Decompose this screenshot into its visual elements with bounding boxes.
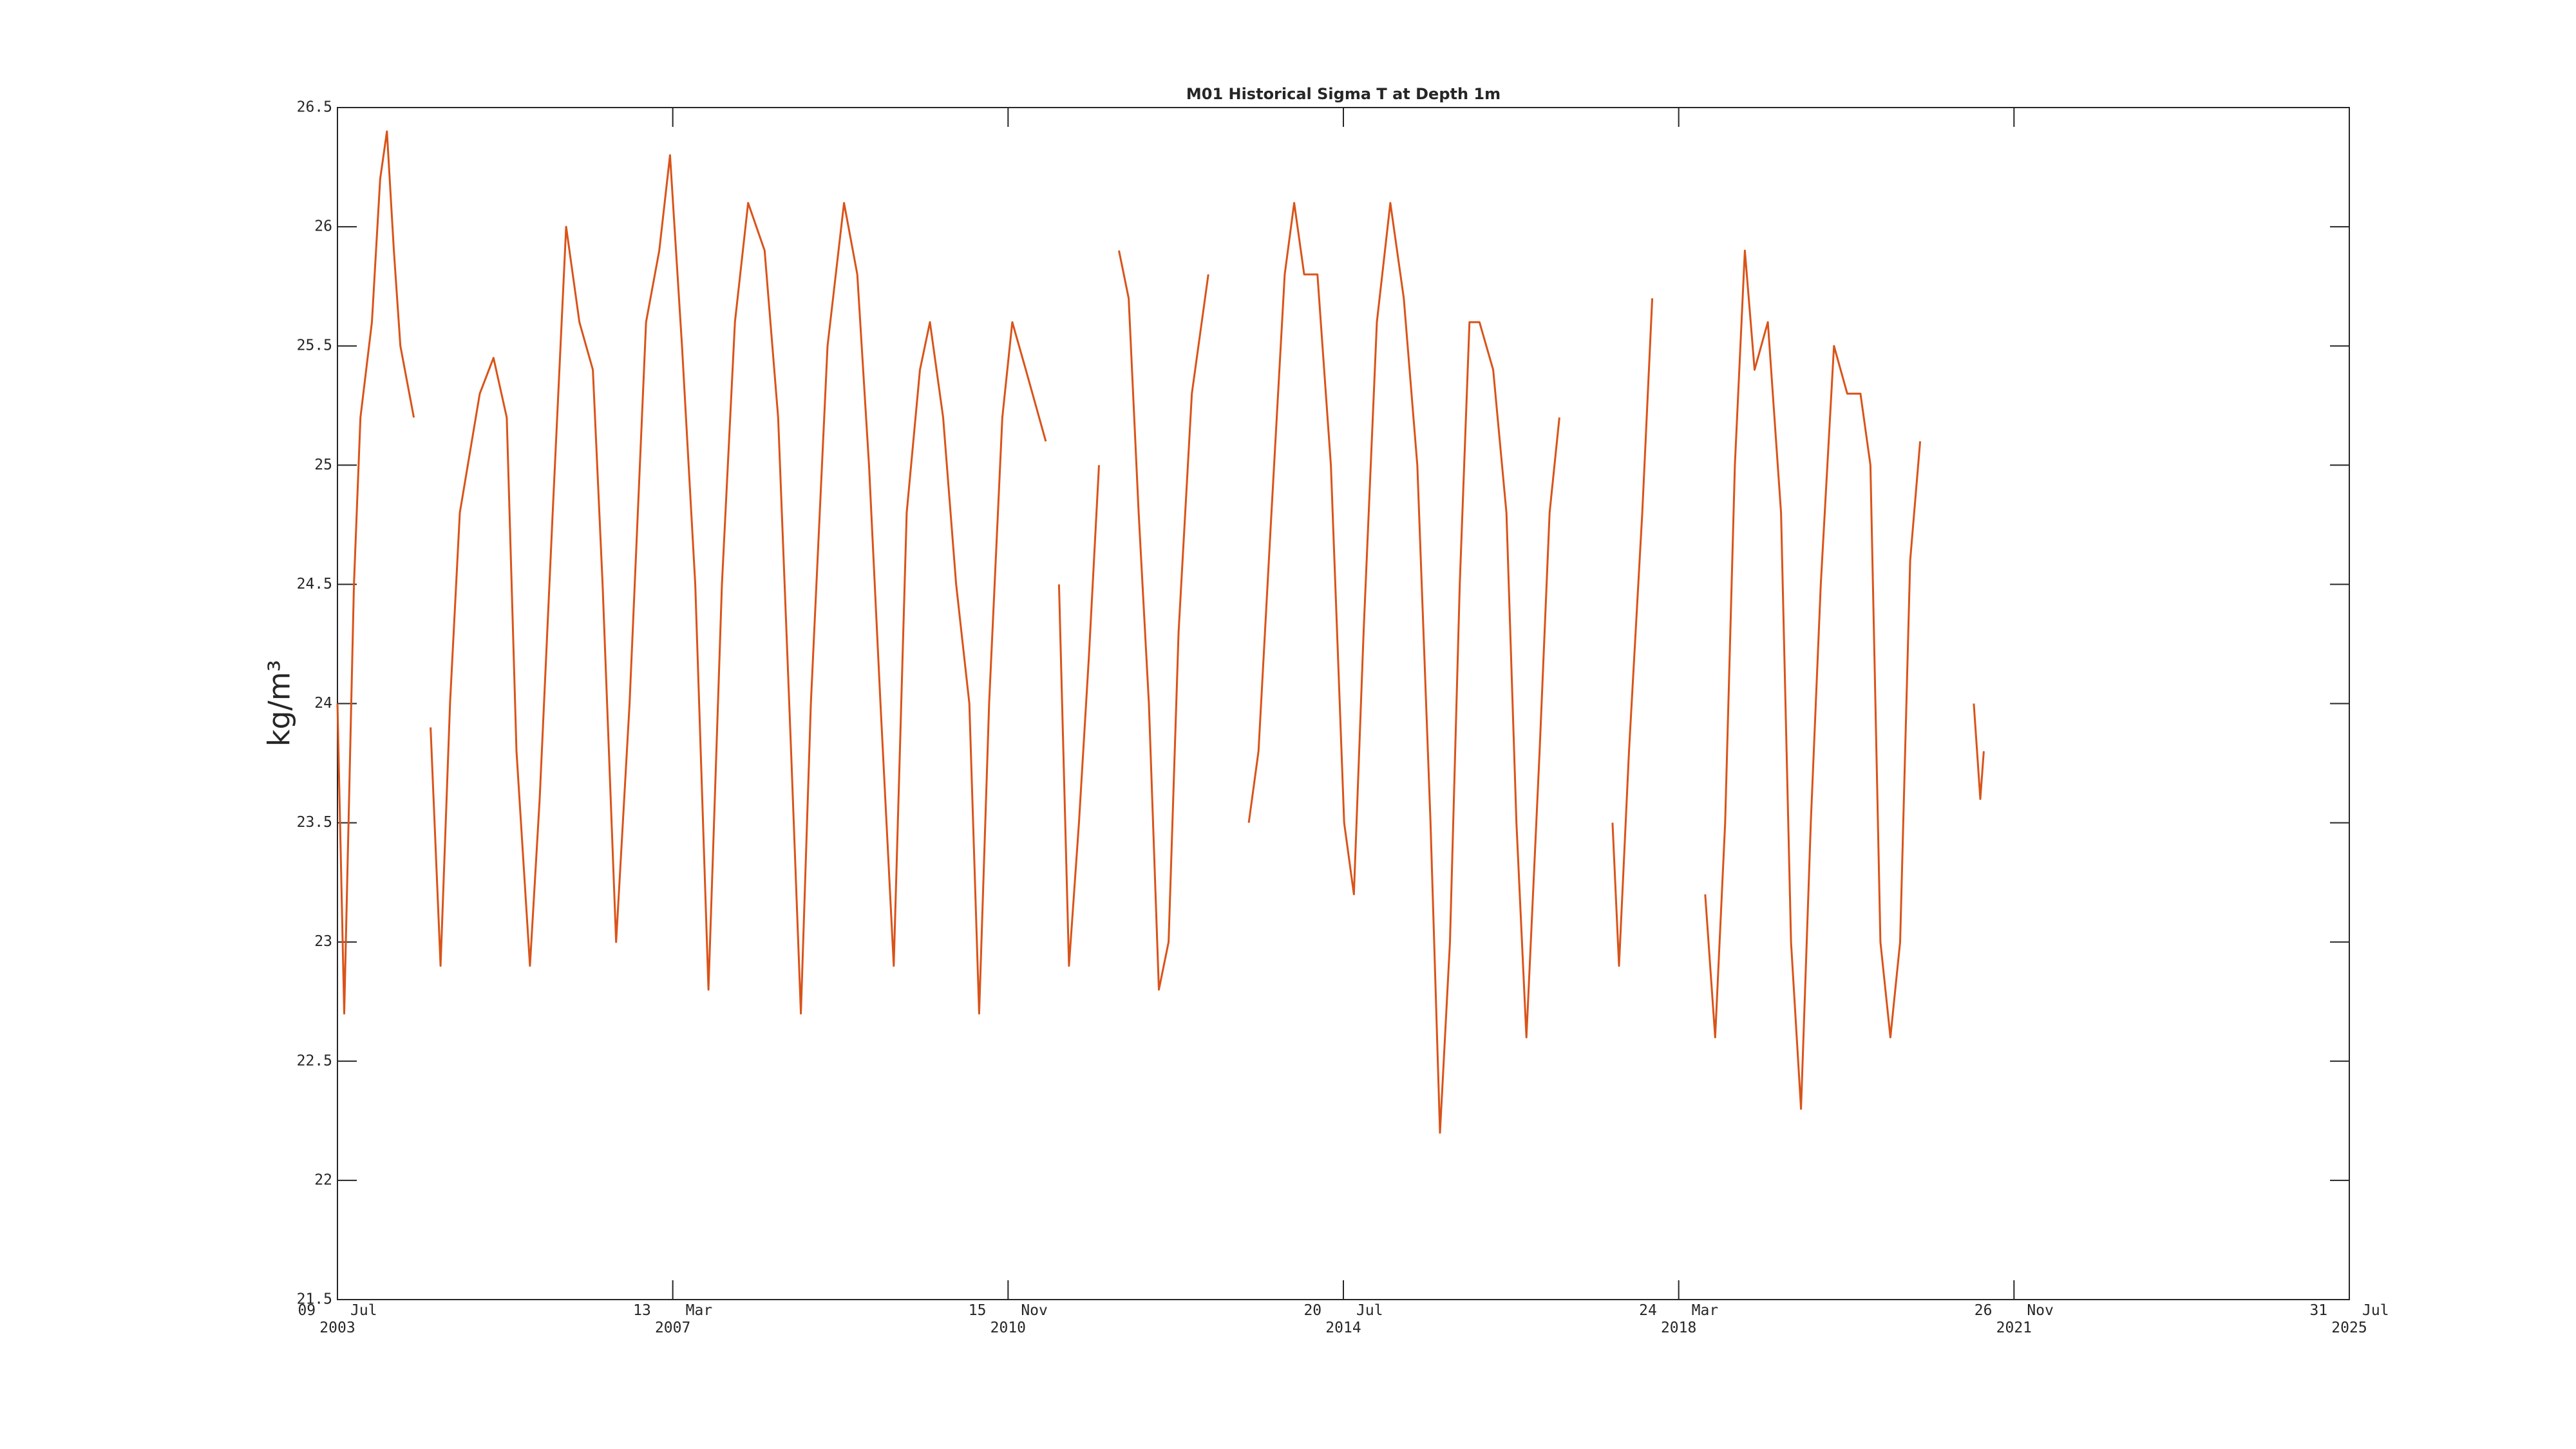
x-tick-label: 15 Nov 2010 (968, 1302, 1048, 1336)
y-tick-label: 26.5 (297, 99, 332, 116)
chart-title: M01 Historical Sigma T at Depth 1m (1186, 85, 1501, 103)
y-tick-label: 23 (314, 933, 332, 950)
x-tick-label: 24 Mar 2018 (1639, 1302, 1719, 1336)
x-tick-label: 26 Nov 2021 (1974, 1302, 2054, 1336)
x-tick-label: 20 Jul 2014 (1303, 1302, 1383, 1336)
x-tick-label: 09 Jul 2003 (298, 1302, 377, 1336)
y-tick-label: 23.5 (297, 814, 332, 831)
data-line (1611, 298, 1654, 967)
data-line (1973, 703, 1985, 800)
y-tick-label: 22.5 (297, 1052, 332, 1069)
x-tick-label: 13 Mar 2007 (633, 1302, 713, 1336)
x-tick-label: 31 Jul 2025 (2309, 1302, 2389, 1336)
data-line (1247, 202, 1560, 1134)
data-line (1118, 250, 1209, 991)
y-axis-label: kg/m³ (262, 660, 297, 747)
y-tick-label: 22 (314, 1171, 332, 1188)
data-line (1057, 465, 1100, 967)
y-tick-label: 24 (314, 695, 332, 712)
plot-frame (337, 107, 2350, 1300)
y-tick-label: 25 (314, 457, 332, 473)
data-line (336, 130, 415, 1015)
y-tick-label: 24.5 (297, 576, 332, 592)
data-line (1704, 249, 1922, 1110)
y-tick-label: 26 (314, 218, 332, 235)
y-tick-label: 25.5 (297, 337, 332, 354)
data-line (430, 154, 1047, 1015)
y-tick-label: 21.5 (297, 1291, 332, 1308)
